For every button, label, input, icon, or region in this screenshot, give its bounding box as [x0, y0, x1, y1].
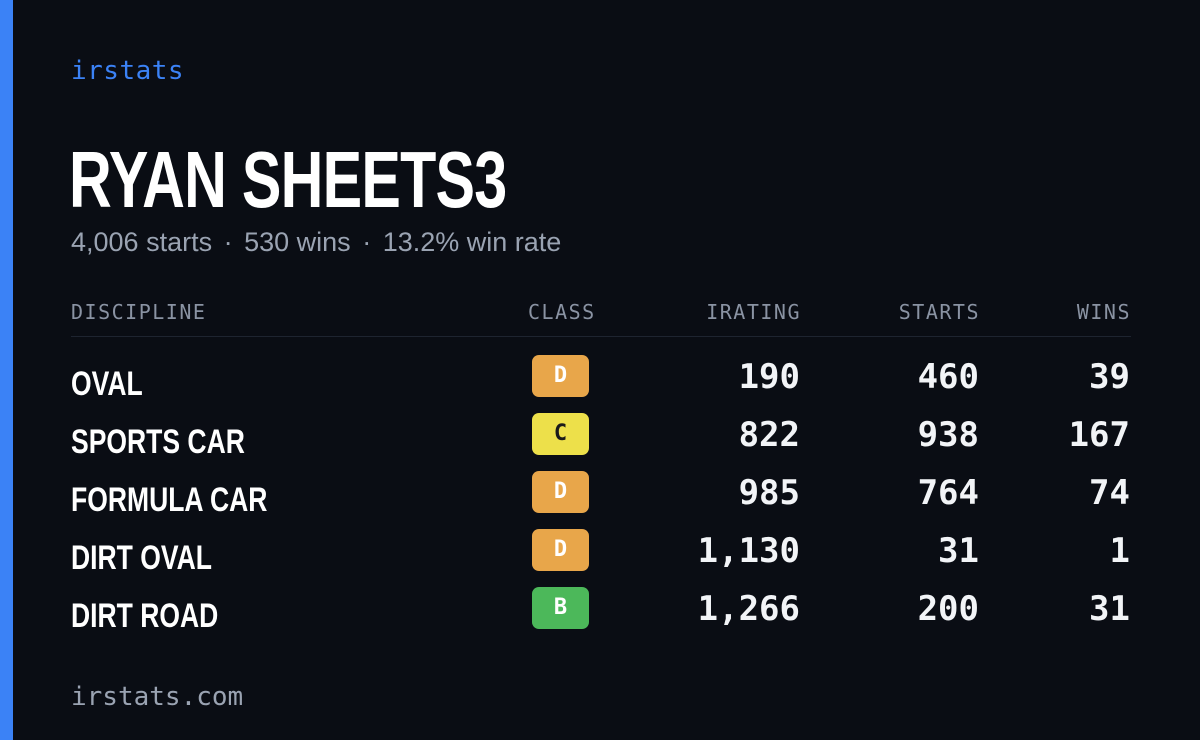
irating-value: 1,266 — [697, 589, 800, 629]
class-badge: D — [532, 355, 589, 397]
discipline-name: SPORTS CAR — [71, 423, 245, 461]
irating-value: 822 — [738, 415, 800, 455]
driver-summary: 4,006 starts · 530 wins · 13.2% win rate — [71, 227, 561, 258]
class-badge: C — [532, 413, 589, 455]
driver-name: RYAN SHEETS3 — [69, 135, 507, 224]
starts-value: 764 — [917, 473, 979, 513]
header-wins: WINS — [1076, 300, 1131, 324]
table-row: OVAL D 190 460 39 — [71, 353, 1131, 411]
table-row: FORMULA CAR D 985 764 74 — [71, 469, 1131, 527]
discipline-name: OVAL — [71, 365, 143, 403]
discipline-name: FORMULA CAR — [71, 481, 268, 519]
starts-value: 938 — [917, 415, 979, 455]
summary-separator: · — [223, 227, 233, 257]
wins-value: 31 — [1089, 589, 1130, 629]
irating-value: 985 — [738, 473, 800, 513]
wins-value: 39 — [1089, 357, 1130, 397]
header-starts: STARTS — [898, 300, 980, 324]
table-row: SPORTS CAR C 822 938 167 — [71, 411, 1131, 469]
table-row: DIRT OVAL D 1,130 31 1 — [71, 527, 1131, 585]
table-header: DISCIPLINE CLASS IRATING STARTS WINS — [71, 296, 1131, 337]
discipline-name: DIRT OVAL — [71, 539, 212, 577]
header-discipline: DISCIPLINE — [71, 300, 207, 324]
starts-value: 460 — [917, 357, 979, 397]
header-class: CLASS — [528, 300, 596, 324]
class-badge: D — [532, 529, 589, 571]
summary-separator: · — [362, 227, 372, 257]
table-row: DIRT ROAD B 1,266 200 31 — [71, 585, 1131, 643]
irating-value: 190 — [738, 357, 800, 397]
wins-value: 167 — [1068, 415, 1130, 455]
table-body: OVAL D 190 460 39 SPORTS CAR C 822 938 1… — [71, 337, 1131, 643]
accent-bar — [0, 0, 13, 740]
discipline-name: DIRT ROAD — [71, 597, 219, 635]
summary-wins: 530 wins — [244, 227, 351, 257]
starts-value: 200 — [917, 589, 979, 629]
wins-value: 1 — [1109, 531, 1130, 571]
class-badge: D — [532, 471, 589, 513]
brand-logo[interactable]: irstats — [71, 56, 185, 86]
summary-starts: 4,006 starts — [71, 227, 213, 257]
class-badge: B — [532, 587, 589, 629]
irating-value: 1,130 — [697, 531, 800, 571]
wins-value: 74 — [1089, 473, 1130, 513]
header-irating: IRATING — [706, 300, 801, 324]
footer-url[interactable]: irstats.com — [71, 682, 244, 712]
summary-win-rate: 13.2% win rate — [382, 227, 562, 257]
discipline-table: DISCIPLINE CLASS IRATING STARTS WINS OVA… — [71, 296, 1131, 643]
starts-value: 31 — [938, 531, 979, 571]
